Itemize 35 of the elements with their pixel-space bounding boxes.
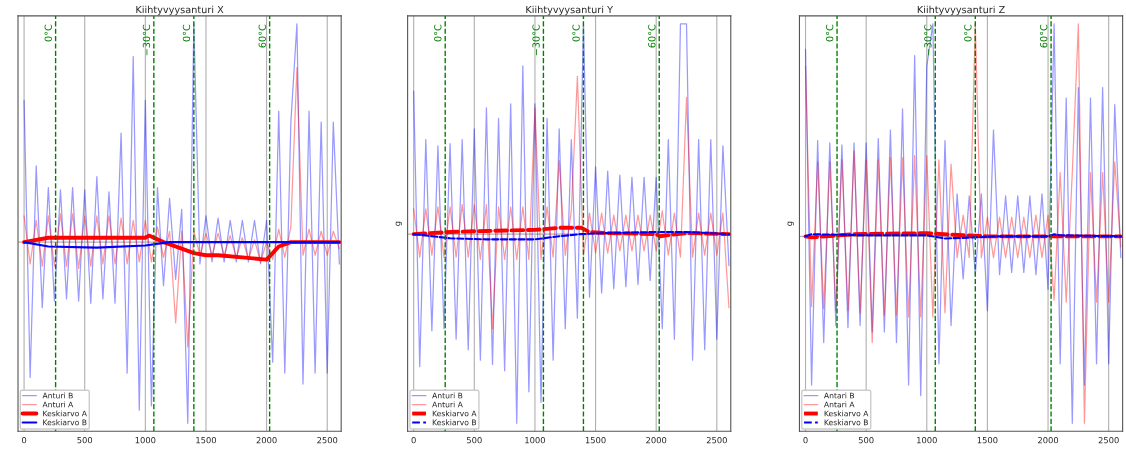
x-tick-label: 1000 bbox=[525, 437, 545, 444]
ref-line-label: 0°C bbox=[182, 24, 191, 42]
x-tick-label: 1500 bbox=[585, 437, 606, 444]
y-axis-title: g bbox=[395, 221, 403, 226]
x-tick-label: 1000 bbox=[135, 437, 156, 444]
x-tick-label: 0 bbox=[803, 437, 808, 444]
ref-line-label: −30°C bbox=[924, 24, 932, 56]
chart-title: Kiihtyvyysanturi Z bbox=[917, 5, 1005, 16]
ref-line-label: 60°C bbox=[648, 24, 656, 48]
x-tick-label: 500 bbox=[77, 437, 93, 444]
chart-title: Kiihtyvyysanturi Y bbox=[526, 5, 614, 16]
x-tick-label: 0 bbox=[21, 437, 27, 444]
x-tick-label: 500 bbox=[858, 437, 874, 444]
x-tick-label: 2500 bbox=[317, 437, 338, 444]
ref-line-label: 60°C bbox=[1040, 24, 1048, 48]
x-tick-label: 0 bbox=[411, 437, 416, 444]
ref-line-label: 0°C bbox=[44, 24, 52, 42]
ref-line-label: −30°C bbox=[142, 24, 151, 56]
y-axis-title: g bbox=[787, 221, 794, 226]
x-tick-label: 2000 bbox=[256, 437, 277, 444]
x-tick-label: 2000 bbox=[646, 437, 667, 444]
ref-line-label: 0°C bbox=[572, 24, 580, 42]
x-tick-label: 2000 bbox=[1038, 437, 1059, 444]
x-tick-label: 2500 bbox=[1098, 437, 1119, 444]
ref-line-label: 0°C bbox=[964, 24, 972, 42]
x-tick-label: 1000 bbox=[917, 437, 937, 444]
ref-line-label: 60°C bbox=[258, 24, 266, 48]
x-tick-label: 1500 bbox=[977, 437, 998, 444]
x-tick-label: 2500 bbox=[706, 437, 727, 444]
x-tick-label: 500 bbox=[467, 437, 482, 444]
ref-line-label: −30°C bbox=[532, 24, 540, 56]
ref-line-label: 0°C bbox=[825, 24, 834, 42]
x-tick-label: 1500 bbox=[196, 437, 217, 444]
ref-line-label: 0°C bbox=[434, 24, 442, 42]
chart-title: Kiihtyvyysanturi X bbox=[136, 5, 224, 16]
